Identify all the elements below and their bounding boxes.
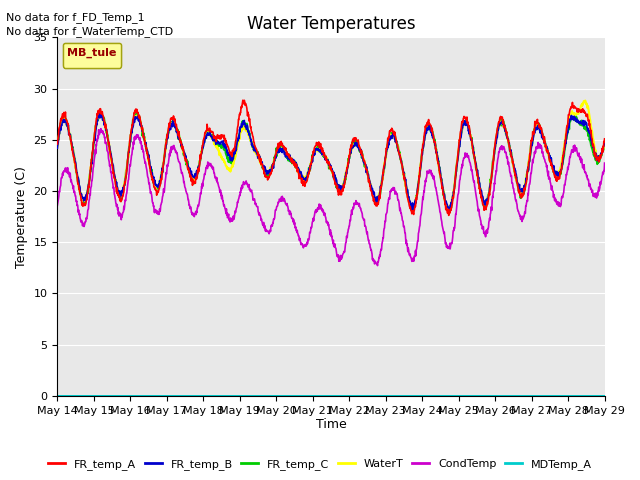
Text: No data for f_WaterTemp_CTD: No data for f_WaterTemp_CTD	[6, 26, 173, 37]
Text: No data for f_FD_Temp_1: No data for f_FD_Temp_1	[6, 12, 145, 23]
Y-axis label: Temperature (C): Temperature (C)	[15, 166, 28, 267]
Title: Water Temperatures: Water Temperatures	[246, 15, 415, 33]
X-axis label: Time: Time	[316, 419, 346, 432]
Legend: 	[63, 43, 121, 68]
Legend: FR_temp_A, FR_temp_B, FR_temp_C, WaterT, CondTemp, MDTemp_A: FR_temp_A, FR_temp_B, FR_temp_C, WaterT,…	[44, 455, 596, 474]
